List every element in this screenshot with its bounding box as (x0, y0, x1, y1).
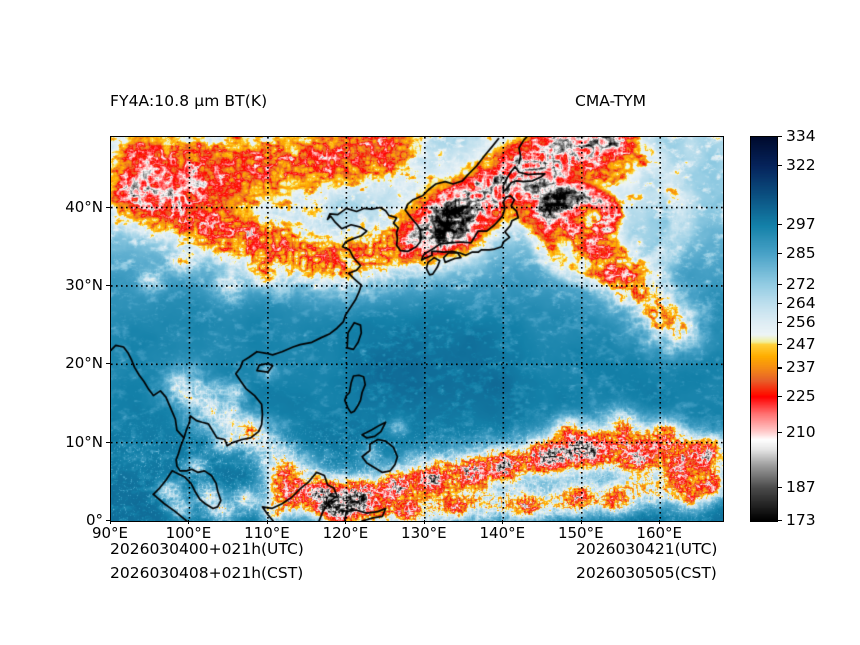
x-tickmark (188, 520, 190, 524)
map-plot-area (110, 136, 724, 522)
y-tick-label: 10°N (65, 432, 103, 451)
colorbar-tick-label: 225 (786, 386, 816, 405)
colorbar-tickmark (777, 367, 782, 369)
colorbar-tick-label: 322 (786, 155, 816, 174)
x-tick-label: 150°E (557, 524, 604, 542)
x-tickmark (659, 520, 661, 524)
colorbar-tick-label: 297 (786, 215, 816, 234)
x-tick-label: 130°E (401, 524, 447, 542)
colorbar-tickmark (777, 224, 782, 226)
colorbar-tickmark (777, 136, 782, 138)
y-tickmark (106, 441, 110, 443)
colorbar-tick-label: 285 (786, 243, 816, 262)
colorbar-tick-label: 256 (786, 313, 816, 332)
x-tickmark (266, 520, 268, 524)
figure-title-right: CMA-TYM (575, 92, 646, 110)
x-tickmark (502, 520, 504, 524)
y-tickmark (106, 284, 110, 286)
x-tickmark (580, 520, 582, 524)
colorbar-tick-label: 334 (786, 127, 816, 145)
footer-obs-time-utc: 2026030421(UTC) (576, 540, 718, 558)
figure-title-left: FY4A:10.8 μm BT(K) (110, 92, 268, 110)
colorbar-tick-label: 247 (786, 334, 816, 353)
footer-valid-time-utc: 2026030400+021h(UTC) (110, 540, 304, 558)
y-tick-label: 20°N (65, 354, 103, 373)
y-tickmark (106, 206, 110, 208)
colorbar-tick-label: 173 (786, 511, 816, 529)
colorbar-tickmark (777, 520, 782, 522)
colorbar-tickmark (777, 395, 782, 398)
colorbar-gradient (751, 137, 777, 521)
colorbar-tickmark (777, 302, 782, 305)
x-tick-label: 120°E (322, 524, 369, 542)
colorbar-tickmark (777, 486, 782, 488)
x-tick-label: 100°E (165, 524, 212, 542)
colorbar (750, 136, 778, 522)
x-tickmark (110, 520, 111, 524)
colorbar-tick-label: 237 (786, 358, 816, 377)
x-tickmark (423, 520, 425, 524)
footer-valid-time-cst: 2026030408+021h(CST) (110, 564, 304, 582)
x-tick-label: 110°E (244, 524, 290, 542)
colorbar-tick-label: 264 (786, 293, 816, 312)
y-tickmark (106, 520, 110, 521)
colorbar-tick-label: 272 (786, 274, 816, 293)
brightness-temperature-heatmap (111, 137, 723, 521)
footer-obs-time-cst: 2026030505(CST) (576, 564, 717, 582)
x-tickmark (345, 520, 347, 524)
colorbar-tickmark (777, 283, 782, 286)
y-tick-label: 0° (85, 511, 103, 529)
colorbar-tickmark (777, 431, 782, 433)
x-tick-label: 90°E (91, 524, 129, 542)
colorbar-tickmark (777, 164, 782, 166)
colorbar-tick-label: 210 (786, 422, 816, 441)
y-tick-label: 40°N (65, 197, 103, 216)
colorbar-tickmark (777, 322, 782, 324)
y-tick-label: 30°N (65, 275, 103, 294)
x-tick-label: 160°E (636, 524, 683, 542)
colorbar-tick-label: 187 (786, 477, 816, 496)
colorbar-tickmark (777, 252, 782, 255)
y-tickmark (106, 363, 110, 365)
x-tick-label: 140°E (479, 524, 526, 542)
colorbar-tickmark (777, 343, 782, 345)
